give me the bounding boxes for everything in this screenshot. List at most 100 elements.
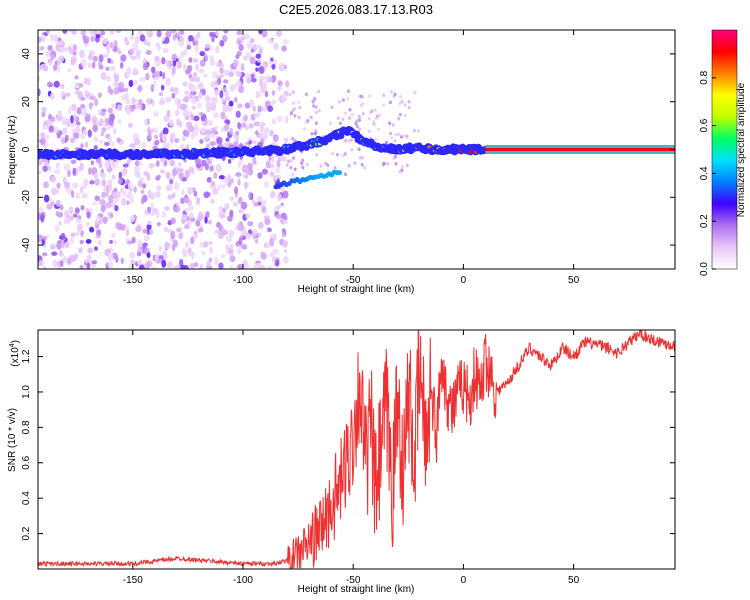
spectrogram-noise-blob xyxy=(70,115,74,124)
spectrogram-noise-blob xyxy=(90,160,95,166)
spectrogram-noise-blob xyxy=(219,213,226,219)
spectrogram-noise-blob xyxy=(57,264,61,269)
spectrogram-noise-blob xyxy=(132,42,139,52)
spectrogram-noise-blob xyxy=(267,105,274,112)
spectrogram-noise-blob xyxy=(291,101,295,105)
spectrogram-noise-blob xyxy=(200,127,206,134)
spectrogram-noise-blob xyxy=(298,105,302,110)
spectrogram-noise-blob xyxy=(188,82,193,91)
spectrogram-noise-blob xyxy=(97,109,101,116)
snr-x-ticks: -150 -100 -50 0 50 xyxy=(123,330,580,586)
spectrogram-noise-blob xyxy=(181,213,188,221)
spectrogram-noise-blob xyxy=(314,110,318,115)
spectrogram-noise-blob xyxy=(389,90,393,94)
spectrogram-noise-blob xyxy=(79,49,85,59)
spectrogram-noise-blob xyxy=(70,159,77,165)
spectrogram-noise-blob xyxy=(194,44,199,53)
spectrogram-noise-blob xyxy=(71,103,77,112)
spectrogram-noise-blob xyxy=(264,218,271,226)
spectrogram-noise-blob xyxy=(92,201,98,206)
y-tick-label: 0.2 xyxy=(21,526,32,540)
spectrogram-noise-blob xyxy=(191,105,197,110)
spectrogram-noise-blob xyxy=(56,57,61,66)
spectrogram-noise-blob xyxy=(129,34,135,41)
spectrogram-noise-blob xyxy=(358,118,362,122)
spectrogram-noise-blob xyxy=(230,178,234,184)
spectrogram-noise-blob xyxy=(201,250,206,256)
spectrogram-noise-blob xyxy=(297,115,301,120)
spectrogram-noise-blob xyxy=(184,90,190,96)
spectrogram-noise-blob xyxy=(209,55,215,63)
spectrogram-noise-blob xyxy=(394,132,398,137)
spectrogram-noise-blob xyxy=(106,201,112,209)
spectrogram-noise-blob xyxy=(109,239,113,244)
spectrogram-noise-blob xyxy=(224,119,231,124)
spectrogram-noise-blob xyxy=(94,246,98,251)
spectrogram-noise-blob xyxy=(246,42,253,50)
spectrogram-noise-blob xyxy=(268,77,273,83)
spectrogram-noise-blob xyxy=(222,34,228,43)
spectrogram-noise-blob xyxy=(186,186,194,195)
spectrogram-noise-blob xyxy=(54,224,60,233)
spectrogram-noise-blob xyxy=(155,42,161,48)
spectrogram-noise-blob xyxy=(122,190,127,197)
spectrogram-noise-blob xyxy=(87,62,92,68)
spectrogram-noise-blob xyxy=(210,127,216,136)
spectrogram-noise-blob xyxy=(261,200,267,206)
spectrogram-noise-blob xyxy=(94,195,101,202)
spectrogram-noise-blob xyxy=(212,71,219,79)
y-tick-label: 1.2 xyxy=(21,349,32,363)
spectrogram-noise-blob xyxy=(264,90,269,98)
spectrogram-noise-blob xyxy=(259,80,263,87)
spectrogram-noise-blob xyxy=(261,205,266,213)
spectrogram-noise-blob xyxy=(250,73,255,79)
spectrogram-noise-blob xyxy=(280,154,286,162)
spectrogram-noise-blob xyxy=(253,121,260,127)
spectrogram-noise-blob xyxy=(165,171,171,179)
spectrogram-noise-blob xyxy=(381,103,385,107)
spectrogram-noise-blob xyxy=(218,174,225,180)
spectrogram-noise-blob xyxy=(46,203,53,210)
spectrogram-noise-blob xyxy=(252,228,258,236)
spectrogram-noise-blob xyxy=(357,114,361,119)
spectrogram-noise-blob xyxy=(84,89,88,95)
spectrogram-noise-blob xyxy=(220,184,226,189)
spectrogram-noise-blob xyxy=(165,77,171,86)
spectrogram-noise-blob xyxy=(357,127,361,132)
spectrogram-noise-blob xyxy=(277,80,283,86)
spectrogram-noise-blob xyxy=(138,264,145,269)
spectrogram-noise-blob xyxy=(222,103,229,113)
spectrogram-noise-blob xyxy=(289,158,293,163)
spectrogram-noise-blob xyxy=(400,164,404,169)
spectrogram-noise-blob xyxy=(184,169,191,178)
spectrogram-noise-blob xyxy=(258,30,263,35)
spectrogram-noise-blob xyxy=(80,143,84,149)
spectrogram-noise-blob xyxy=(135,225,142,233)
spectrogram-noise-blob xyxy=(140,189,145,195)
spectrogram-noise-blob xyxy=(269,171,275,177)
spectrogram-noise-blob xyxy=(180,264,186,269)
spectrogram-noise-blob xyxy=(187,65,191,71)
spectrogram-noise-blob xyxy=(49,92,55,101)
spectrogram-noise-blob xyxy=(90,35,95,43)
spectrogram-noise-blob xyxy=(110,142,115,147)
spectrogram-noise-blob xyxy=(75,192,81,199)
spectrogram-noise-blob xyxy=(188,93,193,100)
spectrogram-noise-blob xyxy=(367,129,371,134)
spectrogram-noise-blob xyxy=(302,127,306,131)
spectrogram-noise-blob xyxy=(170,217,176,225)
spectrogram-noise-blob xyxy=(178,172,184,180)
spectrogram-noise-blob xyxy=(205,260,212,268)
spectrogram-noise-blob xyxy=(314,121,318,125)
spectrogram-noise-blob xyxy=(87,129,92,138)
spectrogram-noise-blob xyxy=(156,258,163,264)
spectrogram-noise-blob xyxy=(238,44,244,52)
spectrogram-noise-blob xyxy=(197,215,203,222)
spectrogram-noise-blob xyxy=(75,217,80,224)
spectrogram-noise-blob xyxy=(196,197,201,203)
spectrogram-noise-blob xyxy=(60,260,64,267)
x-tick-label: -150 xyxy=(123,275,143,286)
spectrogram-noise-blob xyxy=(159,169,166,174)
y-tick-label: 40 xyxy=(21,48,32,60)
spectrogram-noise-blob xyxy=(269,101,275,107)
